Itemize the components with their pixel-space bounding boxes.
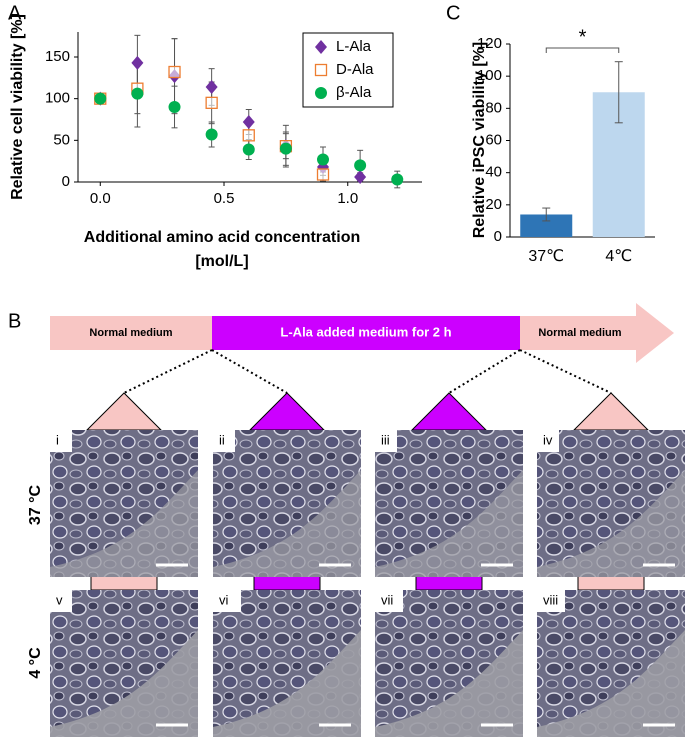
y-tick-label: 50 — [53, 131, 70, 148]
row-label: 37 °C — [27, 484, 44, 525]
marker — [168, 65, 181, 79]
image-label: ii — [219, 432, 225, 447]
y-tick-label: 100 — [45, 90, 70, 107]
x-axis-title: [mol/L] — [195, 253, 248, 270]
marker — [242, 129, 255, 142]
timeline-segment — [212, 316, 520, 350]
condition-connector — [90, 575, 158, 591]
x-axis-title: Additional amino acid concentration — [84, 229, 360, 246]
timeline-segment — [50, 316, 212, 350]
y-tick-label: 120 — [477, 35, 502, 52]
image-label-box — [375, 430, 397, 452]
y-tick-label: 20 — [485, 196, 502, 213]
marker — [131, 87, 144, 100]
y-tick-label: 150 — [45, 48, 70, 65]
timeline-label: Normal medium — [89, 327, 172, 339]
legend-label: β-Ala — [336, 84, 372, 101]
marker — [94, 92, 107, 105]
legend-label: D-Ala — [336, 61, 374, 78]
x-tick-label: 4℃ — [605, 248, 632, 265]
timeline-arrow — [520, 303, 674, 363]
legend-label: L-Ala — [336, 38, 372, 55]
bar — [520, 214, 573, 237]
marker — [279, 142, 292, 155]
significance-bracket — [545, 47, 620, 53]
panel-label: B — [8, 310, 21, 332]
condition-triangle — [248, 392, 326, 431]
image-label: v — [56, 592, 63, 607]
image-label: vii — [381, 592, 393, 607]
condition-connector — [253, 575, 321, 591]
condition-triangle — [85, 392, 163, 431]
condition-connector — [415, 575, 483, 591]
image-label: iii — [381, 432, 390, 447]
medium-region — [375, 470, 523, 577]
y-axis-title: Relative iPSC viability [%] — [471, 42, 488, 239]
panel-label: C — [446, 2, 460, 24]
legend-marker — [314, 63, 328, 77]
row-label: 4 °C — [27, 647, 44, 679]
condition-triangle — [410, 392, 488, 431]
y-tick-label: 0 — [494, 228, 502, 245]
marker — [391, 173, 404, 186]
medium-region — [375, 630, 523, 737]
x-tick-label: 0.5 — [214, 190, 235, 207]
marker — [354, 170, 367, 184]
image-label: viii — [543, 592, 558, 607]
y-tick-label: 60 — [485, 131, 502, 148]
image-label-box — [213, 430, 235, 452]
x-tick-label: 37℃ — [528, 248, 564, 265]
medium-region — [213, 470, 361, 577]
marker — [205, 96, 218, 109]
medium-region — [50, 470, 198, 577]
image-label-box — [213, 590, 241, 612]
medium-region — [213, 630, 361, 737]
marker — [205, 128, 218, 141]
image-label-box — [50, 590, 72, 612]
image-label-box — [537, 430, 559, 452]
x-tick-label: 1.0 — [337, 190, 358, 207]
medium-region — [537, 630, 685, 737]
image-label: vi — [219, 592, 229, 607]
medium-region — [50, 630, 198, 737]
image-label-box — [375, 590, 403, 612]
y-axis-title: Relative cell viability [%] — [9, 14, 26, 200]
y-tick-label: 100 — [477, 67, 502, 84]
legend-marker — [315, 40, 327, 54]
zoom-lines — [123, 349, 612, 394]
image-label: iv — [543, 432, 553, 447]
marker — [354, 159, 367, 172]
marker — [242, 115, 255, 129]
image-label-box — [537, 590, 565, 612]
condition-triangle — [572, 392, 650, 431]
y-tick-label: 80 — [485, 99, 502, 116]
marker — [131, 55, 144, 70]
marker — [317, 153, 330, 166]
marker — [242, 143, 255, 156]
y-tick-label: 0 — [62, 173, 70, 190]
timeline-label: Normal medium — [538, 327, 621, 339]
y-tick-label: 40 — [485, 164, 502, 181]
image-label: i — [56, 432, 59, 447]
medium-region — [537, 470, 685, 577]
marker — [316, 168, 330, 181]
panel-label: A — [8, 2, 22, 24]
timeline-label: L-Ala added medium for 2 h — [280, 324, 451, 339]
significance-mark: * — [579, 26, 587, 48]
marker — [168, 101, 181, 113]
x-tick-label: 0.0 — [90, 190, 111, 207]
legend-marker — [315, 87, 327, 99]
marker — [205, 80, 218, 94]
condition-connector — [577, 575, 645, 591]
image-label-box — [50, 430, 72, 452]
